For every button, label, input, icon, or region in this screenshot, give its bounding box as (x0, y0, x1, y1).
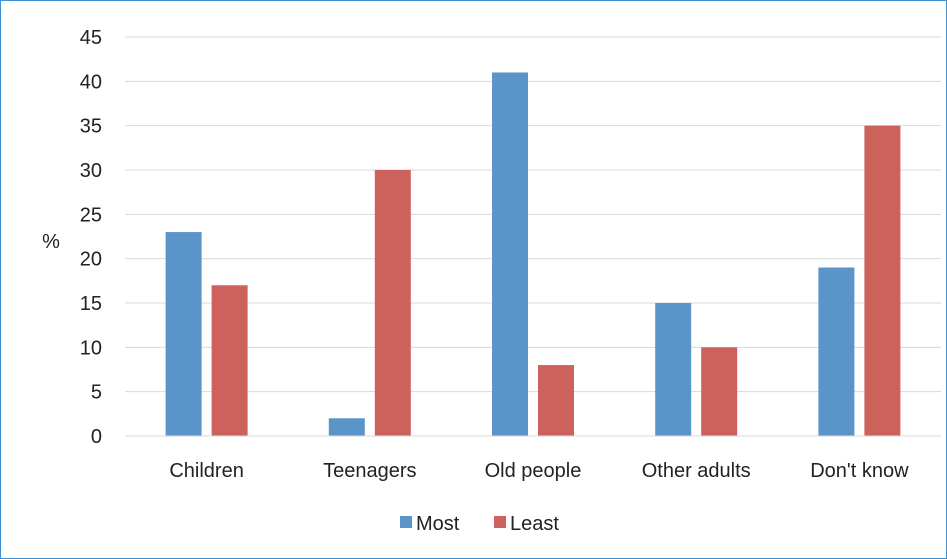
bar-least-0 (211, 285, 248, 436)
bar-least-2 (538, 365, 574, 436)
y-tick-label: 20 (80, 249, 102, 271)
x-category-label: Don't know (810, 460, 909, 482)
bar-most-4 (818, 267, 855, 436)
legend-swatch-least (494, 516, 506, 528)
y-tick-label: 10 (80, 337, 102, 359)
x-category-label: Other adults (642, 460, 751, 482)
x-category-label: Old people (485, 460, 582, 482)
y-tick-label: 15 (80, 293, 102, 315)
legend-label-most: Most (416, 513, 460, 535)
bar-least-1 (374, 170, 411, 436)
gridlines (125, 36, 941, 393)
legend-label-least: Least (510, 513, 559, 535)
legend: Most Least (400, 513, 559, 535)
x-category-label: Children (169, 460, 243, 482)
legend-swatch-most (400, 516, 412, 528)
bar-most-3 (655, 303, 692, 436)
y-tick-label: 45 (80, 27, 102, 49)
x-category-label: Teenagers (323, 460, 416, 482)
y-axis-ticks: 0 5 10 15 20 25 30 35 40 45 (80, 27, 102, 448)
y-tick-label: 35 (80, 116, 102, 138)
y-tick-label: 25 (80, 204, 102, 226)
y-tick-label: 5 (91, 382, 102, 404)
y-tick-label: 30 (80, 160, 102, 182)
y-axis-label: % (42, 231, 60, 253)
x-axis-categories: Children Teenagers Old people Other adults D… (169, 460, 909, 482)
bar-most-0 (165, 232, 202, 436)
bar-most-1 (328, 418, 365, 436)
bar-least-4 (864, 125, 901, 437)
bars (165, 72, 901, 437)
bar-least-3 (701, 347, 738, 436)
y-tick-label: 0 (91, 426, 102, 448)
y-tick-label: 40 (80, 71, 102, 93)
bar-most-2 (492, 72, 528, 436)
